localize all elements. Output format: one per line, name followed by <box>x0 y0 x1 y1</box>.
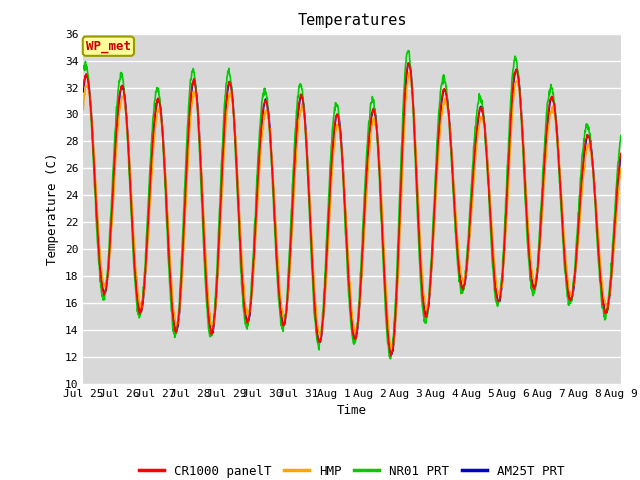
Y-axis label: Temperature (C): Temperature (C) <box>46 153 60 265</box>
Title: Temperatures: Temperatures <box>297 13 407 28</box>
Text: WP_met: WP_met <box>86 40 131 53</box>
Legend: CR1000 panelT, HMP, NR01 PRT, AM25T PRT: CR1000 panelT, HMP, NR01 PRT, AM25T PRT <box>134 460 570 480</box>
X-axis label: Time: Time <box>337 405 367 418</box>
